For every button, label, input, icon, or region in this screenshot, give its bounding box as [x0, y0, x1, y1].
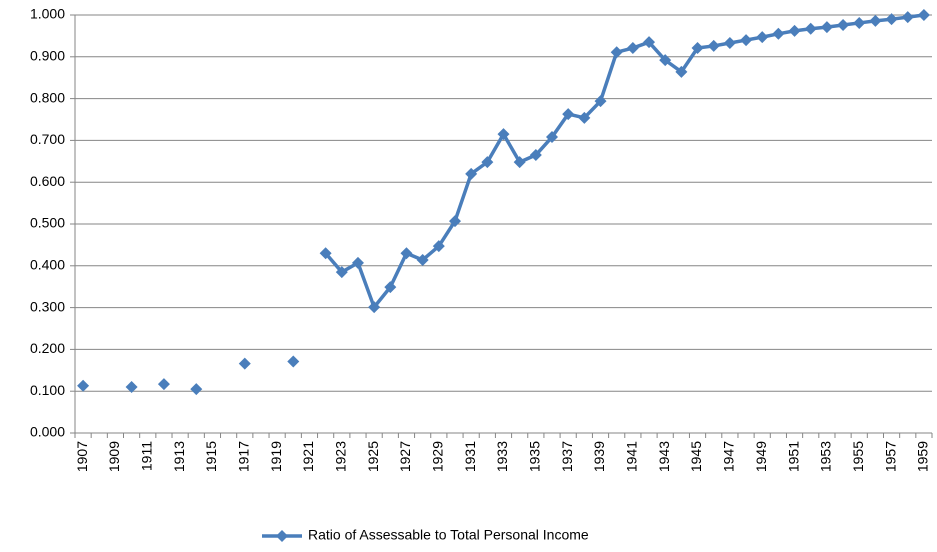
data-point: [659, 54, 672, 67]
y-tick-label: 0.700: [30, 131, 65, 147]
data-point: [740, 34, 753, 47]
legend-label: Ratio of Assessable to Total Personal In…: [308, 527, 589, 543]
data-point: [562, 108, 575, 121]
y-tick-label: 0.900: [30, 48, 65, 64]
data-point: [837, 19, 850, 32]
data-point: [497, 128, 510, 141]
data-point: [853, 16, 866, 29]
data-point: [368, 301, 381, 314]
x-tick-label: 1955: [850, 441, 866, 472]
data-point: [901, 11, 914, 24]
x-tick-label: 1923: [333, 441, 349, 472]
data-point: [788, 24, 801, 37]
x-tick-label: 1943: [656, 441, 672, 472]
y-tick-label: 0.100: [30, 382, 65, 398]
x-tick-label: 1939: [591, 441, 607, 472]
data-point: [804, 22, 817, 35]
data-point: [675, 65, 688, 78]
x-tick-label: 1949: [753, 441, 769, 472]
x-tick-label: 1947: [721, 441, 737, 472]
x-tick-label: 1927: [397, 441, 413, 472]
data-point: [546, 131, 559, 144]
x-tick-label: 1959: [915, 441, 931, 472]
x-tick-label: 1907: [74, 441, 90, 472]
data-point: [869, 14, 882, 27]
y-tick-label: 0.200: [30, 340, 65, 356]
x-tick-label: 1937: [559, 441, 575, 472]
data-point: [481, 156, 494, 169]
x-tick-label: 1933: [494, 441, 510, 472]
data-point: [691, 42, 704, 55]
x-tick-label: 1919: [268, 441, 284, 472]
data-point: [465, 167, 478, 180]
data-point: [723, 37, 736, 50]
x-tick-label: 1913: [171, 441, 187, 472]
data-point: [335, 266, 348, 279]
x-tick-label: 1935: [527, 441, 543, 472]
data-point: [287, 355, 300, 368]
legend-marker: [276, 530, 288, 542]
x-tick-label: 1941: [624, 441, 640, 472]
data-point: [917, 9, 930, 21]
y-tick-label: 0.500: [30, 215, 65, 231]
data-point: [707, 39, 720, 52]
y-tick-label: 0.800: [30, 89, 65, 105]
data-point: [885, 13, 898, 26]
data-point: [756, 31, 769, 44]
data-point: [513, 156, 526, 169]
x-tick-label: 1931: [462, 441, 478, 472]
x-tick-label: 1917: [235, 441, 251, 472]
data-point: [77, 379, 90, 392]
data-point: [448, 215, 461, 228]
data-point: [772, 27, 785, 40]
data-point: [820, 21, 833, 34]
y-tick-label: 0.000: [30, 424, 65, 440]
y-tick-label: 0.300: [30, 298, 65, 314]
series-line: [324, 13, 925, 309]
y-tick-label: 1.000: [30, 6, 65, 22]
data-point: [432, 240, 445, 253]
x-tick-label: 1953: [818, 441, 834, 472]
data-point: [400, 247, 413, 260]
data-point: [125, 381, 138, 394]
y-tick-label: 0.600: [30, 173, 65, 189]
x-tick-label: 1909: [106, 441, 122, 472]
y-tick-label: 0.400: [30, 257, 65, 273]
data-point: [529, 149, 542, 162]
x-tick-label: 1921: [300, 441, 316, 472]
x-tick-label: 1915: [203, 441, 219, 472]
x-tick-label: 1945: [688, 441, 704, 472]
data-point: [190, 383, 203, 396]
data-point: [238, 357, 251, 370]
x-tick-label: 1951: [785, 441, 801, 472]
data-point: [578, 111, 591, 124]
data-point: [319, 247, 332, 260]
data-point: [594, 95, 607, 108]
x-tick-label: 1911: [138, 441, 154, 471]
data-point: [351, 256, 364, 269]
data-point: [416, 253, 429, 266]
x-tick-label: 1957: [882, 441, 898, 472]
data-point: [643, 36, 656, 49]
data-point: [157, 378, 170, 391]
x-tick-label: 1929: [430, 441, 446, 472]
data-point: [384, 281, 397, 294]
data-point: [610, 46, 623, 59]
data-point: [626, 42, 639, 55]
x-tick-label: 1925: [365, 441, 381, 472]
